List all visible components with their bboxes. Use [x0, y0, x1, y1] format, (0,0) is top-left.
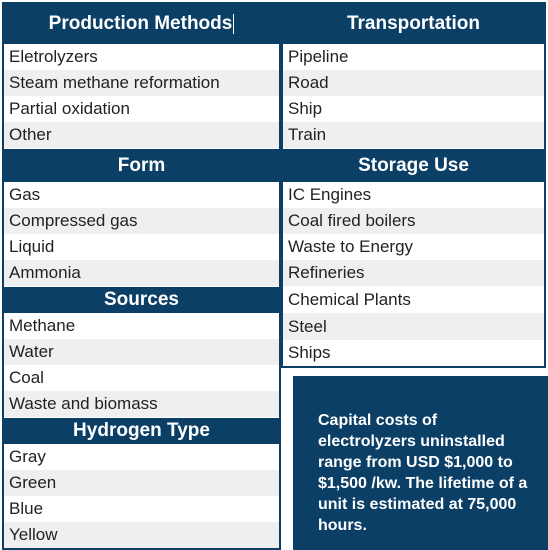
list-item: IC Engines — [283, 182, 544, 208]
list-item: Compressed gas — [4, 208, 279, 234]
list-item: Ships — [283, 340, 544, 366]
list-item: Steam methane reformation — [4, 70, 279, 96]
hydrogen-type-title: Hydrogen Type — [73, 420, 210, 441]
storage-use-title: Storage Use — [358, 154, 469, 176]
list-item: Green — [4, 470, 279, 496]
list-item: Waste to Energy — [283, 234, 544, 260]
text-cursor — [233, 14, 235, 34]
form-header: Form — [4, 148, 279, 182]
right-table-panel: Transportation Pipeline Road Ship Train … — [281, 2, 546, 368]
list-item: Coal fired boilers — [283, 208, 544, 234]
list-item: Ammonia — [4, 260, 279, 286]
callout-text: Capital costs of electrolyzers uninstall… — [318, 412, 528, 534]
hydrogen-type-header: Hydrogen Type — [4, 417, 279, 444]
list-item: Other — [4, 122, 279, 148]
list-item: Pipeline — [283, 44, 544, 70]
production-methods-title: Production Methods — [48, 13, 233, 34]
sources-header: Sources — [4, 286, 279, 313]
list-item: Gas — [4, 182, 279, 208]
list-item: Coal — [4, 365, 279, 391]
list-item: Eletrolyzers — [4, 44, 279, 70]
list-item: Water — [4, 339, 279, 365]
production-methods-header: Production Methods — [4, 4, 279, 44]
list-item: Liquid — [4, 234, 279, 260]
transportation-header: Transportation — [283, 4, 544, 44]
list-item: Partial oxidation — [4, 96, 279, 122]
list-item: Road — [283, 70, 544, 96]
sources-title: Sources — [104, 289, 179, 310]
list-item: Steel — [283, 313, 544, 340]
list-item: Blue — [4, 496, 279, 522]
form-title: Form — [117, 154, 166, 176]
left-table-panel: Production Methods Eletrolyzers Steam me… — [2, 2, 281, 550]
list-item: Gray — [4, 444, 279, 470]
list-item: Refineries — [283, 260, 544, 286]
transportation-title: Transportation — [346, 13, 480, 34]
capital-costs-callout: Capital costs of electrolyzers uninstall… — [293, 376, 548, 550]
list-item: Chemical Plants — [283, 286, 544, 313]
list-item: Yellow — [4, 522, 279, 548]
list-item: Ship — [283, 96, 544, 122]
list-item: Train — [283, 122, 544, 148]
list-item: Waste and biomass — [4, 391, 279, 417]
storage-use-header: Storage Use — [283, 148, 544, 182]
list-item: Methane — [4, 313, 279, 339]
